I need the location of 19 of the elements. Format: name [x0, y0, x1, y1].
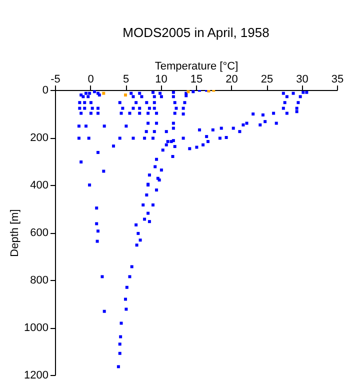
- x-tick-label: -5: [50, 74, 60, 86]
- y-tick-label: 1000: [24, 322, 48, 334]
- y-axis-title: Depth [m]: [9, 209, 22, 257]
- x-axis-title: Temperature [°C]: [154, 60, 238, 72]
- y-tick-label: 400: [30, 180, 48, 192]
- y-tick-label: 800: [30, 274, 48, 286]
- y-tick-label: 1200: [24, 370, 48, 382]
- x-tick-label: 30: [296, 74, 308, 86]
- y-tick-label: 0: [42, 84, 48, 96]
- x-tick-label: 0: [88, 74, 94, 86]
- x-tick-label: 5: [122, 74, 130, 86]
- x-tick-label: 10: [155, 74, 168, 86]
- y-tick-label: 600: [30, 227, 48, 239]
- x-tick-label: 20: [226, 74, 238, 86]
- y-tick-label: 200: [30, 132, 48, 144]
- x-tick-label: 35: [331, 74, 344, 86]
- x-tick-label: 25: [260, 74, 274, 86]
- x-tick-label: 15: [190, 74, 203, 86]
- chart-title: MODS2005 in April, 1958: [122, 25, 270, 40]
